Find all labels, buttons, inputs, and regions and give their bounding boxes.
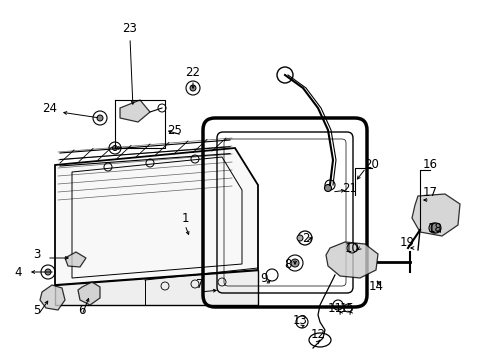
Text: 5: 5 bbox=[33, 303, 41, 316]
Text: 2: 2 bbox=[302, 231, 309, 244]
Text: 25: 25 bbox=[167, 123, 182, 136]
Text: 9: 9 bbox=[260, 271, 267, 284]
Polygon shape bbox=[411, 194, 459, 236]
Text: 10: 10 bbox=[344, 242, 359, 255]
Text: 22: 22 bbox=[185, 66, 200, 78]
Polygon shape bbox=[120, 100, 150, 122]
Polygon shape bbox=[55, 270, 258, 305]
Text: 15: 15 bbox=[339, 302, 354, 315]
Circle shape bbox=[45, 269, 51, 275]
Polygon shape bbox=[65, 252, 86, 267]
Text: 23: 23 bbox=[122, 22, 137, 35]
Text: 16: 16 bbox=[422, 158, 437, 171]
Text: 18: 18 bbox=[427, 221, 442, 234]
Text: 24: 24 bbox=[42, 102, 58, 114]
Polygon shape bbox=[40, 285, 65, 310]
Circle shape bbox=[290, 259, 298, 267]
Circle shape bbox=[430, 223, 440, 233]
Text: 8: 8 bbox=[284, 257, 291, 270]
Text: 1: 1 bbox=[181, 211, 188, 225]
Text: 6: 6 bbox=[78, 303, 85, 316]
Circle shape bbox=[324, 184, 331, 192]
Text: 4: 4 bbox=[14, 266, 21, 279]
Circle shape bbox=[296, 235, 303, 241]
Text: 12: 12 bbox=[310, 328, 325, 342]
Circle shape bbox=[112, 145, 117, 150]
Text: 3: 3 bbox=[33, 248, 41, 261]
Circle shape bbox=[190, 85, 196, 91]
Polygon shape bbox=[325, 242, 377, 278]
Circle shape bbox=[97, 115, 103, 121]
Text: 20: 20 bbox=[364, 158, 379, 171]
Text: 21: 21 bbox=[342, 181, 357, 194]
Text: 11: 11 bbox=[327, 302, 342, 315]
Text: 7: 7 bbox=[196, 279, 203, 292]
Text: 14: 14 bbox=[368, 279, 383, 292]
Text: 13: 13 bbox=[292, 314, 307, 327]
Text: 17: 17 bbox=[422, 185, 437, 198]
Polygon shape bbox=[55, 148, 258, 285]
Text: 19: 19 bbox=[399, 235, 414, 248]
Polygon shape bbox=[78, 282, 100, 305]
